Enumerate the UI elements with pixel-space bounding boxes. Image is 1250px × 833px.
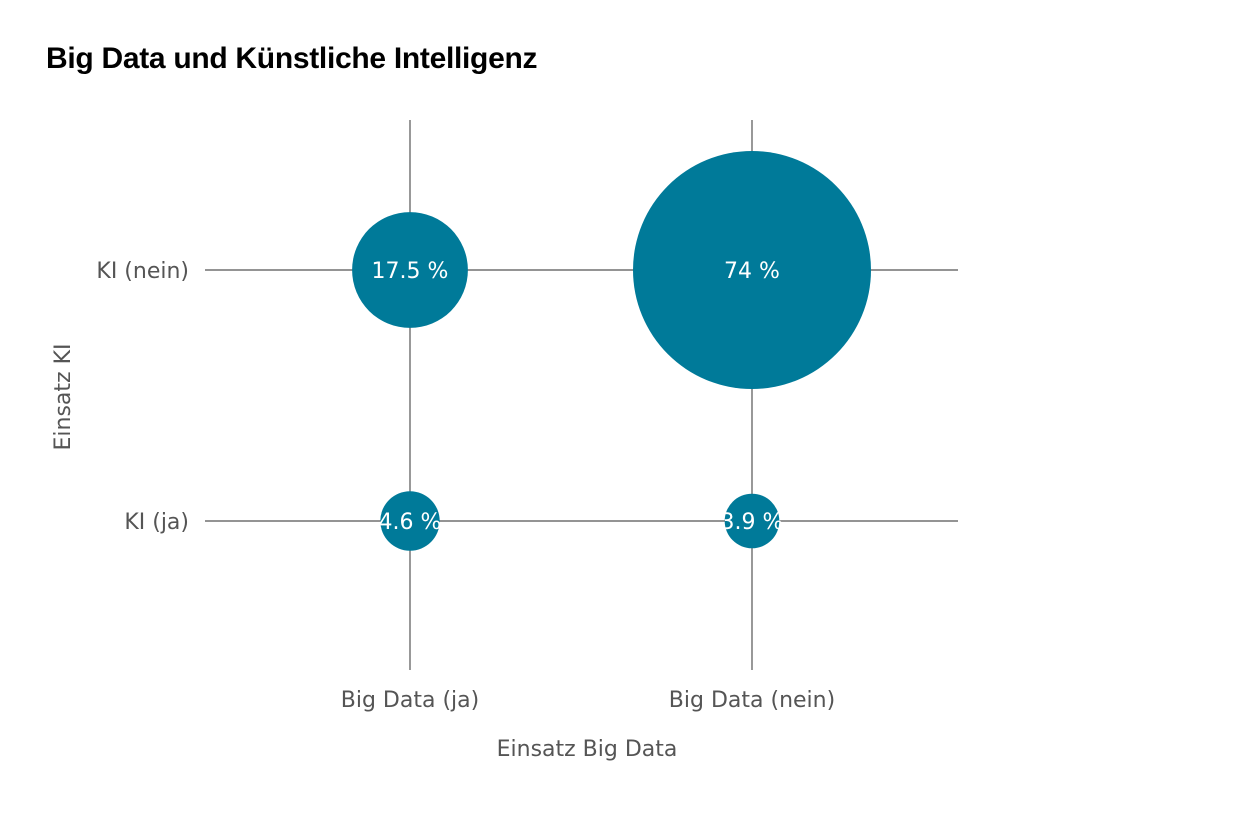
bubble — [724, 493, 780, 549]
x-tick-label: Big Data (ja) — [341, 688, 479, 713]
bubbles — [352, 151, 871, 551]
chart-title: Big Data und Künstliche Intelligenz — [46, 42, 538, 75]
labels: KI (nein) KI (ja) Big Data (ja) Big Data (n… — [96, 259, 835, 713]
bubble-label: 3.9 % — [721, 510, 784, 535]
x-tick-label: Big Data (nein) — [669, 688, 835, 713]
bubble-label: 74 % — [724, 259, 780, 284]
bubble-label: 17.5 % — [372, 259, 449, 284]
bubble — [380, 491, 440, 551]
bubble-label: 4.6 % — [379, 510, 442, 535]
y-axis-label: Einsatz KI — [51, 344, 76, 451]
y-tick-label: KI (nein) — [96, 259, 189, 284]
bubble — [633, 151, 871, 389]
y-tick-label: KI (ja) — [124, 510, 189, 535]
x-axis-label: Einsatz Big Data — [497, 737, 678, 762]
bubble — [352, 212, 468, 328]
